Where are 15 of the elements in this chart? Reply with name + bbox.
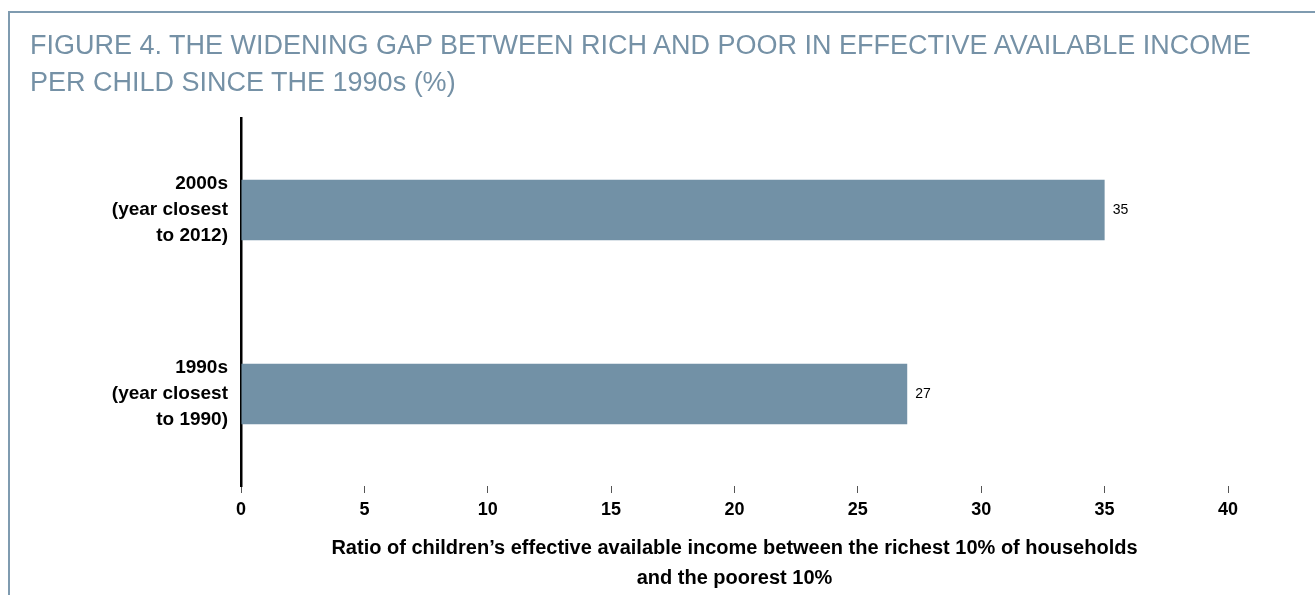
x-tick-label: 10	[477, 498, 498, 519]
x-tick-label: 20	[724, 498, 745, 519]
y-tick-label: 1990s (year closest to 1990)	[111, 356, 229, 430]
x-tick-label: 40	[1217, 498, 1239, 519]
y-tick-label: 2000s (year closest to 2012)	[111, 172, 229, 246]
chart-title: FIGURE 4. THE WIDENING GAP BETWEEN RICH AND POOR IN EFFECTIVE AVAILABLE INCOME PER CHILD SINCE THE 1990s (%)	[30, 29, 1252, 99]
x-tick-label: 15	[601, 498, 622, 519]
x-tick-label: 5	[359, 498, 370, 519]
data-label: 27	[915, 384, 932, 401]
x-tick-label: 25	[847, 498, 868, 519]
data-label: 35	[1112, 200, 1129, 217]
x-tick-label: 30	[971, 498, 992, 519]
x-tick-label: 35	[1094, 498, 1115, 519]
x-axis-title: Ratio of children’s effective available income between the richest 10% of households and the poorest 10%	[331, 535, 1138, 588]
x-tick-label: 0	[235, 498, 247, 519]
